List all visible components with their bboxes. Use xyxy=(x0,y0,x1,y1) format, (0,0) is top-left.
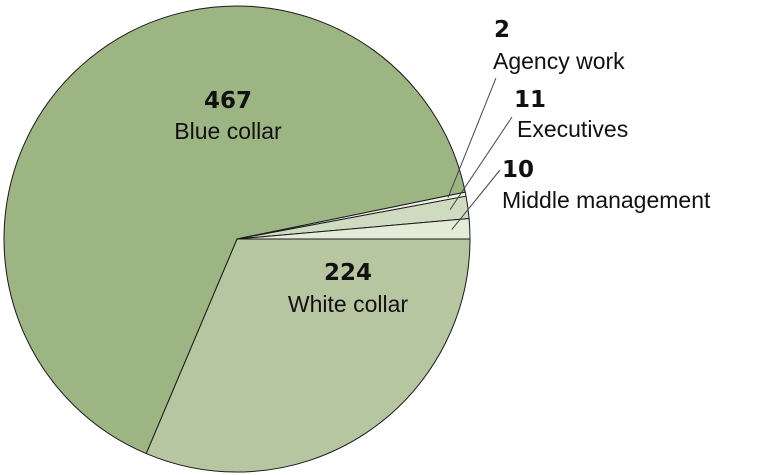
category-label-blue-collar: Blue collar xyxy=(174,118,282,144)
leader-line-executives xyxy=(449,116,513,211)
category-label-agency-work: Agency work xyxy=(493,48,625,74)
category-label-executives: Executives xyxy=(517,116,628,142)
category-label-white-collar: White collar xyxy=(288,291,408,317)
leader-line-middle-management xyxy=(451,169,501,230)
pie-slice-middle-management xyxy=(236,218,471,240)
pie-slice-blue-collar xyxy=(3,5,466,455)
leader-line-agency-work xyxy=(447,77,497,198)
leader-lines xyxy=(447,77,513,230)
value-label-agency-work: 2 xyxy=(494,17,510,43)
value-label-blue-collar: 467 xyxy=(204,88,252,114)
value-label-executives: 11 xyxy=(514,87,546,113)
pie-slices xyxy=(3,5,471,473)
value-label-middle-management: 10 xyxy=(502,157,534,183)
pie-slice-white-collar xyxy=(145,238,471,473)
value-label-white-collar: 224 xyxy=(324,260,372,286)
category-label-middle-management: Middle management xyxy=(502,187,711,213)
